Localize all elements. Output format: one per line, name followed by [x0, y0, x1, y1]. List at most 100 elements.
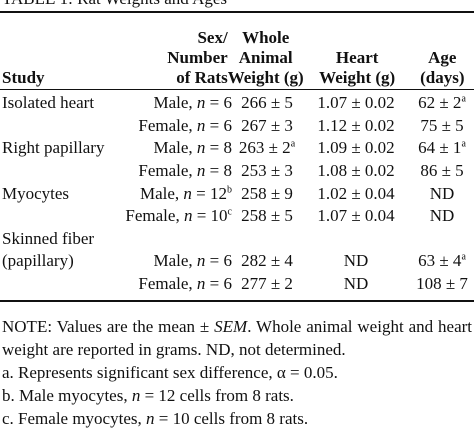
text: NOTE: Values are the mean ± — [2, 317, 215, 336]
table-cell: 1.08 ± 0.02 — [317, 161, 395, 181]
table-cell: 108 ± 7 — [416, 274, 468, 294]
text: = 6 — [205, 115, 232, 135]
table-cell — [0, 205, 120, 228]
table-cell: Right papillary — [2, 138, 105, 158]
text: 62 ± 2 — [418, 93, 462, 113]
table-cell: Female, n = 10c — [120, 205, 232, 228]
header-line: Age — [428, 48, 457, 67]
text: Male, — [153, 138, 197, 158]
italic-text: n — [196, 161, 206, 181]
table-cell: 1.09 ± 0.02 — [317, 138, 395, 158]
table-cell: Male, n = 12b — [120, 182, 232, 205]
table-cell: 258 ± 5 — [241, 206, 293, 226]
footnote-marker: a — [290, 138, 296, 150]
note-line: c. Female myocytes, n = 10 cells from 8 … — [2, 407, 472, 430]
top-rule — [0, 11, 474, 13]
table-cell — [232, 228, 302, 251]
text: = 8 — [205, 161, 232, 181]
table-cell: ND — [429, 206, 455, 226]
header-rule — [0, 89, 474, 90]
italic-text: n — [131, 386, 141, 405]
table-cell: 62 ± 2a — [410, 92, 474, 115]
table-cell: Male, n = 6 — [120, 92, 232, 115]
header-line: Weight (g) — [227, 68, 304, 87]
table-cell: 75 ± 5 — [420, 115, 464, 135]
table-row: Female, n = 6 277 ± 2 ND 108 ± 7 — [0, 273, 474, 296]
italic-text: n — [196, 138, 206, 158]
footnote-marker: a — [461, 93, 466, 105]
table-row: Isolated heart Male, n = 6 266 ± 5 1.07 ± 0… — [0, 92, 474, 115]
footnote-marker: b — [227, 184, 232, 196]
table-cell: Myocytes — [2, 183, 70, 203]
text: = 12 — [191, 183, 227, 203]
text: Female, — [125, 206, 184, 226]
table-row: Female, n = 8 253 ± 3 1.08 ± 0.02 86 ± 5 — [0, 160, 474, 183]
text: Female, — [138, 274, 197, 294]
text: b. Male myocytes, — [2, 386, 132, 405]
table-cell: (papillary) — [2, 251, 74, 271]
table-cell: 282 ± 4 — [241, 251, 293, 271]
italic-text: SEM — [214, 317, 248, 336]
text: = 10 — [192, 206, 228, 226]
table-cell — [0, 273, 120, 296]
text: 63 ± 4 — [418, 251, 462, 271]
table-cell: 263 ± 2a — [232, 137, 302, 160]
header-row: Study Sex/Number of Rats Whole Animal Weight … — [0, 14, 474, 88]
table-cell: Male, n = 6 — [120, 250, 232, 273]
italic-text: n — [196, 274, 206, 294]
table-cell: ND — [343, 251, 369, 271]
text: = 6 — [205, 251, 232, 271]
table-cell: 64 ± 1a — [410, 137, 474, 160]
footnote-marker: c — [227, 206, 232, 218]
data-table-body: Isolated heart Male, n = 6 266 ± 5 1.07 ± 0… — [0, 92, 474, 295]
text: Female, — [138, 115, 197, 135]
text: = 6 — [205, 93, 232, 113]
table-cell: 258 ± 9 — [241, 183, 293, 203]
table-cell: 63 ± 4a — [410, 250, 474, 273]
table-cell — [410, 228, 474, 251]
note-line: b. Male myocytes, n = 12 cells from 8 ra… — [2, 384, 472, 407]
italic-text: n — [196, 93, 206, 113]
header-line: Animal — [238, 48, 293, 67]
text: Male, — [153, 93, 197, 113]
text: Male, — [139, 183, 184, 203]
header-line: Whole — [242, 28, 290, 47]
table-cell: Male, n = 8 — [120, 137, 232, 160]
note-line: NOTE: Values are the mean ± SEM. Whole a… — [2, 315, 472, 361]
table-caption: TABLE 1: Rat Weights and Ages — [2, 0, 227, 9]
table-cell: ND — [429, 183, 455, 203]
text: 263 ± 2 — [238, 138, 291, 158]
text: = 10 cells from 8 rats. — [154, 409, 309, 428]
italic-text: n — [196, 115, 206, 135]
table-cell: 253 ± 3 — [241, 161, 293, 181]
header-line: (days) — [420, 68, 465, 87]
table-cell: ND — [343, 274, 369, 294]
table-cell — [120, 228, 232, 251]
header-line: of Rats — [176, 68, 228, 87]
table-cell — [302, 228, 410, 251]
table-cell: Female, n = 8 — [120, 160, 232, 183]
header-line: Weight (g) — [319, 68, 396, 87]
footnote-marker: a — [461, 138, 466, 150]
text: Female, — [138, 161, 197, 181]
data-table: Study Sex/Number of Rats Whole Animal Weight … — [0, 14, 474, 88]
text: . Whole animal weight and heart weight a… — [2, 317, 472, 359]
table-cell: 1.07 ± 0.04 — [317, 206, 395, 226]
table-row: Female, n = 6 267 ± 3 1.12 ± 0.02 75 ± 5 — [0, 115, 474, 138]
table-row: Female, n = 10c 258 ± 5 1.07 ± 0.04 ND — [0, 205, 474, 228]
column-header: Whole Animal Weight (g) — [228, 14, 304, 88]
text: 64 ± 1 — [418, 138, 462, 158]
notes: NOTE: Values are the mean ± SEM. Whole a… — [2, 315, 472, 430]
table-cell: 277 ± 2 — [241, 274, 293, 294]
column-header: Age (days) — [411, 14, 474, 88]
table-row: Skinned fiber — [0, 228, 474, 251]
column-header: Study — [0, 14, 117, 88]
italic-text: n — [196, 251, 206, 271]
italic-text: n — [183, 206, 193, 226]
table-cell: Female, n = 6 — [120, 273, 232, 296]
note-line: a. Represents significant sex difference… — [2, 361, 472, 384]
table-cell: 1.07 ± 0.02 — [317, 93, 395, 113]
italic-text: n — [146, 409, 155, 428]
bottom-rule — [0, 300, 474, 302]
